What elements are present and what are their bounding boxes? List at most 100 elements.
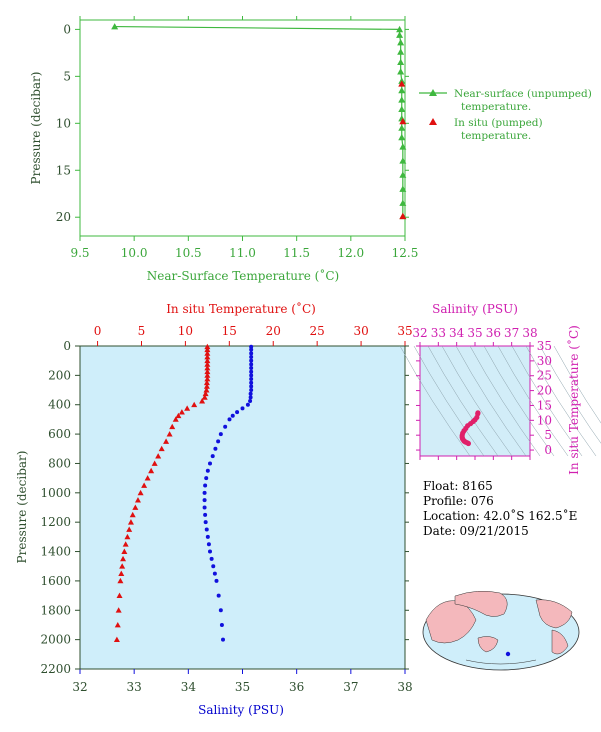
profile-ticks: 0 5 10 15 20 25 30 35 32 33 34 35 36 37 38 0 200 400 600 80… [40,324,412,694]
ns-series-point [399,199,407,206]
pf-temp-point [163,438,170,444]
ns-ytick-label: 15 [56,163,71,177]
info-location: Location: 42.0˚S 162.5˚E [423,508,577,523]
pf-sal-tick-label: 35 [235,680,250,694]
ts-xtick-label: 33 [431,326,446,340]
pf-temp-point [127,519,134,525]
pf-temp-point [204,346,211,353]
pf-sal-point [249,373,254,378]
pf-sal-point [245,402,250,407]
pf-sal-tick-label: 38 [397,680,412,694]
pf-temp-point [203,379,210,386]
pf-ytick-label: 1600 [40,574,71,588]
legend-text-insitu-2: temperature. [461,130,531,142]
profile-ylabel: Pressure (decibar) [15,451,29,564]
ts-series [459,410,481,447]
pf-temp-point [204,354,211,360]
ns-series-point [396,31,404,38]
ts-xtick-label: 38 [522,326,537,340]
ts-ytick-label: 0 [544,443,552,457]
ts-contour [427,345,499,457]
ts-contour [525,345,597,457]
pf-sal-point [249,369,254,374]
pf-sal-point [223,424,228,429]
pf-sal-point [206,542,211,547]
pf-ytick-label: 600 [48,427,71,441]
pf-temp-point [119,563,126,569]
pf-sal-point [249,362,254,367]
pf-sal-point [230,413,235,418]
ns-series-point [399,185,407,192]
pf-temp-point [117,577,124,584]
pf-temp-tick-label: 30 [353,324,368,338]
pf-temp-point [158,445,165,452]
pf-sal-point [202,490,207,495]
ts-xtick-label: 36 [486,326,501,340]
ts-xtick-label: 35 [467,326,482,340]
pf-ytick-label: 1000 [40,486,71,500]
ts-xtick-label: 37 [504,326,519,340]
pf-temp-point [121,548,128,554]
ns-xtick-label: 12.0 [337,246,364,260]
pf-temp-point [178,409,185,415]
pf-temp-point [134,497,141,503]
pf-sal-point [249,388,254,393]
pf-temp-tick-label: 0 [94,324,102,338]
pf-temp-point [141,482,148,488]
pf-sal-tick-label: 32 [72,680,87,694]
near-surface-legend: Near-surface (unpumped) temperature. In … [419,88,592,142]
pf-temp-tick-label: 15 [222,324,237,338]
pf-ytick-label: 200 [48,368,71,382]
pf-temp-point [120,555,127,562]
pf-temp-point [122,541,129,547]
ts-contour [413,345,485,457]
pf-temp-point [204,368,211,375]
profile-frame [79,345,406,670]
ns-xtick-label: 11.5 [283,246,310,260]
near-surface-ylabel: Pressure (decibar) [29,72,43,185]
legend-text-near-surface-2: temperature. [461,101,531,113]
ns-xtick-label: 11.0 [229,246,256,260]
profile-series [113,343,254,643]
pf-temp-point [202,390,209,397]
pf-sal-point [249,344,254,349]
ns-xtick-label: 9.5 [70,246,89,260]
near-surface-frame [79,19,406,237]
legend-text-near-surface-1: Near-surface (unpumped) [454,88,592,100]
ts-ytick-label: 25 [537,369,552,383]
pf-ytick-label: 2200 [40,662,71,676]
ns-ytick-label: 10 [56,116,71,130]
ns-series-point [399,171,407,178]
pf-sal-point [216,439,221,444]
pf-temp-tick-label: 35 [397,324,412,338]
ns-series-point [398,105,406,113]
pf-temp-point [204,343,211,350]
ns-xtick-label: 10.5 [175,246,202,260]
pf-temp-tick-label: 5 [138,324,146,338]
pf-temp-point [172,416,179,422]
ts-ylabel: In situ Temperature (˚C) [566,325,581,475]
ns-series-point [396,25,404,33]
pf-ytick-label: 1200 [40,515,71,529]
ns-series-point [398,133,406,141]
pf-sal-point [249,380,254,385]
pf-sal-point [204,476,209,481]
pf-sal-point [203,512,208,517]
near-surface-ticks: 9.5 10.0 10.5 11.0 11.5 12.0 12.5 0 5 10 15 20 [56,16,418,260]
pf-ytick-label: 2000 [40,633,71,647]
ts-contour [455,345,527,457]
pf-sal-tick-label: 33 [127,680,142,694]
ts-contour [469,345,541,457]
pf-temp-point [115,607,122,613]
pf-sal-point [203,520,208,525]
pf-ytick-label: 1400 [40,545,71,559]
pf-temp-point [151,460,158,466]
pf-sal-point [202,498,207,503]
pf-ytick-label: 0 [63,339,71,353]
ts-contour [497,345,569,457]
ns-insitu-point [398,80,406,87]
ts-density-contours [399,345,601,457]
pf-temp-point [166,431,173,437]
pf-sal-point [208,549,212,554]
ts-point [475,410,481,416]
